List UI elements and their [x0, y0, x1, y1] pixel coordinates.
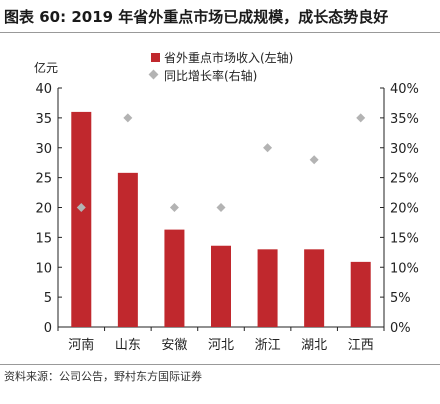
bar [350, 261, 371, 327]
growth-marker [216, 203, 226, 212]
x-tick-label: 安徽 [161, 338, 187, 353]
y-tick-label: 25 [35, 172, 52, 187]
x-tick-label: 浙江 [255, 338, 281, 353]
tick-labels: 0 5 10 15 20 25 30 35 40 0% 5% 10% 15% 20% 25% 30% 35% 40… [35, 82, 418, 353]
y-tick-label: 40 [35, 82, 52, 97]
legend-bar-label: 省外重点市场收入(左轴) [164, 50, 293, 65]
growth-marker [263, 143, 273, 153]
title-divider [0, 32, 440, 33]
y2-tick-label: 20% [390, 202, 419, 217]
growth-marker [309, 155, 319, 165]
y-tick-label: 0 [44, 321, 52, 336]
legend-marker-swatch [148, 69, 159, 80]
y2-tick-label: 40% [390, 82, 419, 97]
x-tick-label: 河北 [208, 338, 234, 353]
growth-marker [76, 203, 86, 212]
y2-tick-label: 25% [390, 172, 419, 187]
y-tick-label: 15 [35, 231, 52, 246]
y-tick-label: 5 [44, 291, 52, 306]
x-tick-label: 山东 [115, 338, 141, 353]
y2-tick-label: 10% [390, 261, 419, 276]
growth-marker [169, 203, 179, 212]
growth-marker [123, 113, 133, 123]
y2-tick-label: 30% [390, 142, 419, 157]
y-tick-label: 20 [35, 202, 52, 217]
legend-marker-label: 同比增长率(右轴) [164, 68, 257, 83]
bar [71, 111, 92, 328]
chart-legend: 省外重点市场收入(左轴) 同比增长率(右轴) [148, 50, 293, 83]
source-note: 资料来源：公司公告，野村东方国际证券 [4, 370, 202, 383]
growth-markers [76, 113, 366, 212]
x-tick-label: 江西 [348, 338, 374, 353]
y2-tick-label: 5% [390, 291, 411, 306]
y-tick-label: 30 [35, 142, 52, 157]
y2-tick-label: 15% [390, 231, 419, 246]
y-axis-unit: 亿元 [34, 60, 58, 75]
x-tick-label: 河南 [68, 337, 94, 353]
footer-divider [0, 364, 440, 365]
growth-marker [356, 113, 366, 123]
bar [211, 245, 231, 327]
bar-chart: 0 5 10 15 20 25 30 35 40 0% 5% 10% 15% 20% 25% 30% 35% 40… [34, 50, 419, 353]
bar [257, 249, 278, 327]
x-tick-label: 湖北 [301, 338, 327, 353]
y2-tick-label: 35% [390, 112, 419, 127]
y-tick-label: 35 [35, 112, 52, 127]
chart-title: 图表 60: 2019 年省外重点市场已成规模，成长态势良好 [4, 8, 389, 26]
bar-series [71, 111, 371, 328]
y-tick-label: 10 [35, 261, 52, 276]
bar [304, 249, 325, 327]
y2-tick-label: 0% [390, 321, 411, 336]
bar [117, 172, 138, 327]
legend-bar-swatch [151, 53, 160, 62]
bar [164, 229, 185, 327]
